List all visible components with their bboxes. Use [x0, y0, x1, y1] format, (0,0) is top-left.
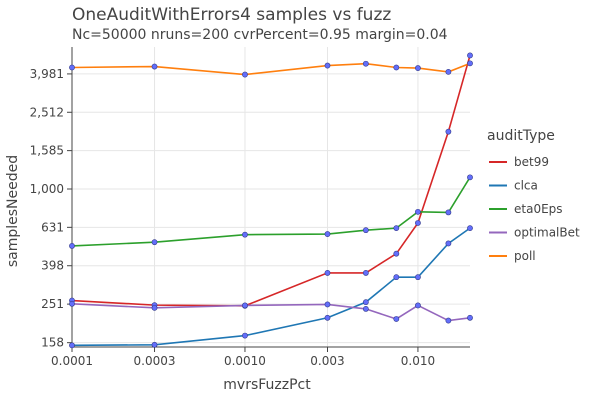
data-point-poll	[467, 60, 473, 67]
data-point-eta0Eps	[445, 209, 452, 216]
x-axis-title: mvrsFuzzPct	[223, 377, 311, 393]
series-eta0Eps	[69, 174, 473, 249]
y-axis-title: samplesNeeded	[5, 155, 21, 267]
y-tick-label: 1,585	[30, 144, 64, 158]
series-poll	[69, 60, 473, 78]
data-point-clca	[69, 342, 75, 349]
legend-label-eta0Eps: eta0Eps	[514, 202, 563, 216]
legend-label-clca: clca	[514, 179, 538, 193]
legend-label-bet99: bet99	[514, 155, 549, 169]
series-line-clca	[71, 227, 471, 347]
y-tick-label: 2,512	[30, 105, 64, 119]
plot-series	[69, 52, 473, 349]
series-line-optimalBet	[71, 302, 471, 322]
data-point-poll	[151, 63, 158, 70]
y-tick-label: 631	[41, 220, 64, 234]
series-optimalBet	[69, 300, 473, 324]
chart-title: OneAuditWithErrors4 samples vs fuzz	[72, 5, 391, 25]
data-point-clca	[415, 274, 421, 281]
data-point-eta0Eps	[393, 225, 400, 232]
data-point-poll	[324, 62, 331, 69]
axes: 158 251 398 631 1,000 1,585 2,512 3,981 0.0001 0.…	[30, 47, 470, 368]
data-point-eta0Eps	[362, 227, 369, 234]
data-point-bet99	[393, 250, 400, 257]
x-tick-label: 0.0001	[51, 354, 93, 368]
series-bet99	[69, 52, 473, 309]
y-tick-label: 251	[41, 297, 64, 311]
data-point-clca	[324, 314, 331, 321]
data-point-optimalBet	[69, 300, 75, 307]
data-point-bet99	[445, 128, 452, 135]
data-point-bet99	[362, 270, 369, 276]
gridlines	[71, 47, 470, 347]
data-point-poll	[69, 64, 75, 71]
data-point-eta0Eps	[242, 231, 248, 238]
data-point-bet99	[324, 270, 331, 276]
data-point-bet99	[415, 220, 421, 226]
legend-label-poll: poll	[514, 249, 536, 263]
series-clca	[69, 225, 473, 349]
data-point-optimalBet	[324, 301, 331, 308]
data-point-bet99	[467, 52, 473, 59]
y-tick-label: 1,000	[30, 182, 64, 196]
data-point-poll	[415, 65, 421, 71]
y-tick-label: 398	[41, 259, 64, 273]
data-point-clca	[445, 240, 452, 247]
data-point-eta0Eps	[151, 239, 158, 246]
data-point-optimalBet	[242, 302, 248, 309]
data-point-optimalBet	[445, 317, 452, 324]
data-point-poll	[445, 68, 452, 75]
y-tick-label: 3,981	[30, 67, 64, 81]
data-point-optimalBet	[415, 302, 421, 309]
x-tick-label: 0.010	[401, 354, 435, 368]
data-point-optimalBet	[151, 304, 158, 311]
x-tick-label: 0.0003	[134, 354, 176, 368]
series-line-eta0Eps	[71, 176, 471, 247]
data-point-eta0Eps	[467, 174, 473, 181]
data-point-optimalBet	[467, 314, 473, 321]
data-point-eta0Eps	[324, 231, 331, 237]
y-tick-label: 158	[41, 336, 64, 350]
data-point-poll	[362, 60, 369, 67]
data-point-optimalBet	[362, 306, 369, 312]
data-point-clca	[393, 274, 400, 281]
chart-subtitle: Nc=50000 nruns=200 cvrPercent=0.95 margi…	[72, 27, 448, 43]
data-point-clca	[242, 332, 248, 339]
series-line-bet99	[71, 55, 471, 307]
data-point-eta0Eps	[69, 242, 75, 249]
legend: auditType bet99 clca eta0Eps optimalBet poll	[487, 128, 580, 263]
data-point-optimalBet	[393, 316, 400, 322]
data-point-eta0Eps	[415, 208, 421, 215]
x-tick-label: 0.003	[310, 354, 344, 368]
data-point-clca	[151, 341, 158, 348]
data-point-poll	[393, 64, 400, 71]
legend-label-optimalBet: optimalBet	[514, 226, 580, 240]
series-line-poll	[71, 62, 471, 76]
data-point-clca	[467, 225, 473, 232]
data-point-clca	[362, 299, 369, 306]
legend-title: auditType	[487, 128, 555, 144]
x-tick-label: 0.0010	[224, 354, 266, 368]
data-point-poll	[242, 71, 248, 78]
